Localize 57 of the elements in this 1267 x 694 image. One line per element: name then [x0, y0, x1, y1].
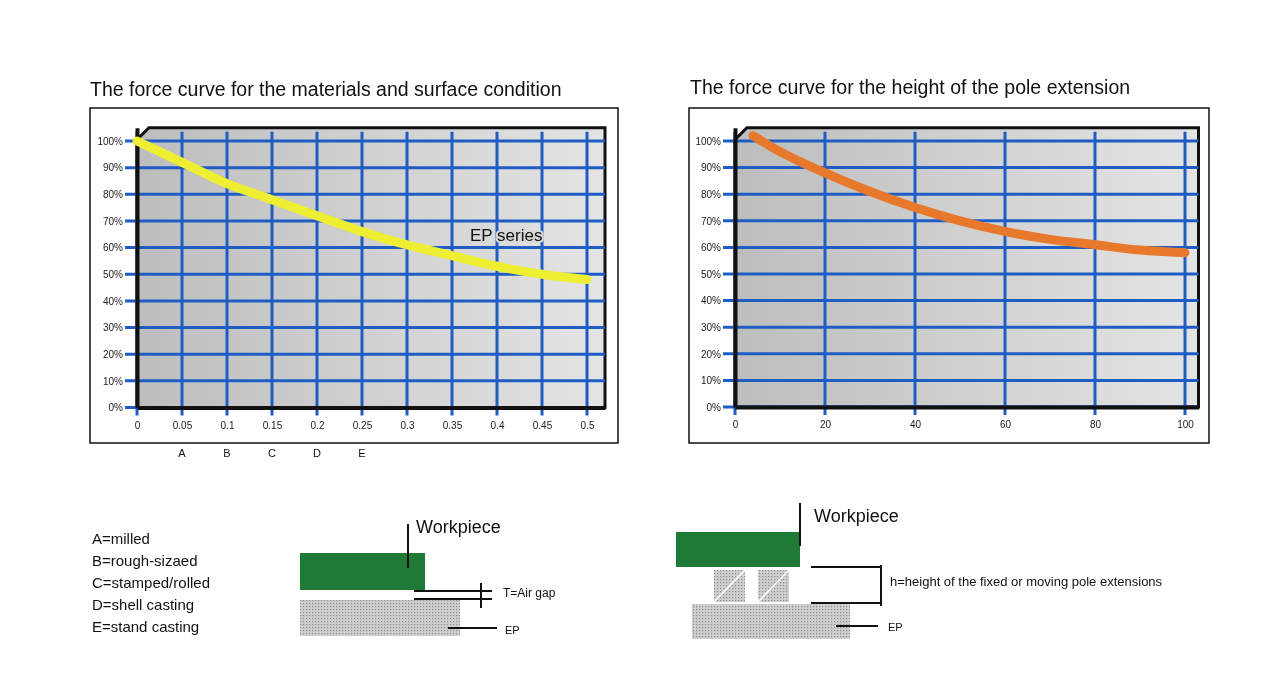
- y-tick-label: 30%: [700, 321, 722, 333]
- text: C=stamped/rolled: [92, 574, 210, 591]
- text: T=Air gap: [503, 586, 556, 600]
- text: B=rough-sizaed: [92, 552, 198, 569]
- y-tick-label: 90%: [102, 162, 124, 174]
- x-tick-label: 60: [999, 419, 1012, 431]
- x-tick-label: 0: [134, 419, 141, 431]
- text: h=height of the fixed or moving pole extensions: [890, 574, 1163, 589]
- x-tick-label: 0.1: [220, 419, 235, 431]
- x-tick-label: 0.45: [532, 419, 553, 431]
- x-tick-label: 0.2: [310, 419, 325, 431]
- y-tick-label: 70%: [102, 215, 124, 227]
- x-tick-label: 0.05: [172, 419, 193, 431]
- y-tick-label: 30%: [102, 322, 124, 334]
- x-tick-label: 20: [819, 419, 832, 431]
- y-tick-label: 20%: [700, 348, 722, 360]
- y-tick-label: 80%: [102, 189, 124, 201]
- text: E=stand casting: [92, 618, 200, 635]
- y-tick-label: 100%: [695, 135, 722, 147]
- x-tick-label: 0.15: [262, 419, 283, 431]
- text: B: [223, 447, 231, 459]
- y-tick-label: 10%: [700, 375, 722, 387]
- text: C: [268, 447, 277, 459]
- y-tick-label: 70%: [700, 215, 722, 227]
- text: D: [313, 447, 322, 459]
- text: EP: [888, 621, 903, 633]
- text: Workpiece: [814, 506, 899, 526]
- y-tick-label: 50%: [700, 268, 722, 280]
- y-tick-label: 60%: [700, 242, 722, 254]
- x-tick-label: 0.25: [352, 419, 373, 431]
- x-tick-label: 0: [732, 419, 739, 431]
- text: D=shell casting: [92, 596, 195, 613]
- x-tick-label: 0.5: [580, 419, 595, 431]
- y-tick-label: 80%: [700, 188, 722, 200]
- x-tick-label: 80: [1089, 419, 1102, 431]
- text: EP: [505, 624, 520, 636]
- chart-title: The force curve for the height of the pole extension: [690, 76, 1131, 98]
- y-tick-label: 90%: [700, 162, 722, 174]
- chart-title: The force curve for the materials and surface condition: [90, 78, 562, 100]
- text: Workpiece: [416, 517, 501, 537]
- y-tick-label: 60%: [102, 242, 124, 254]
- y-tick-label: 0%: [108, 402, 124, 414]
- text: A=milled: [92, 530, 150, 547]
- y-tick-label: 20%: [102, 348, 124, 360]
- x-tick-label: 40: [909, 419, 922, 431]
- y-tick-label: 40%: [102, 295, 124, 307]
- y-tick-label: 10%: [102, 375, 124, 387]
- text: A: [178, 447, 187, 459]
- y-tick-label: 40%: [700, 295, 722, 307]
- y-tick-label: 100%: [97, 135, 124, 147]
- x-tick-label: 100: [1177, 419, 1195, 431]
- y-tick-label: 0%: [706, 401, 722, 413]
- text: E: [358, 447, 366, 459]
- y-tick-label: 50%: [102, 268, 124, 280]
- x-tick-label: 0.35: [442, 419, 463, 431]
- x-tick-label: 0.4: [490, 419, 505, 431]
- x-tick-label: 0.3: [400, 419, 415, 431]
